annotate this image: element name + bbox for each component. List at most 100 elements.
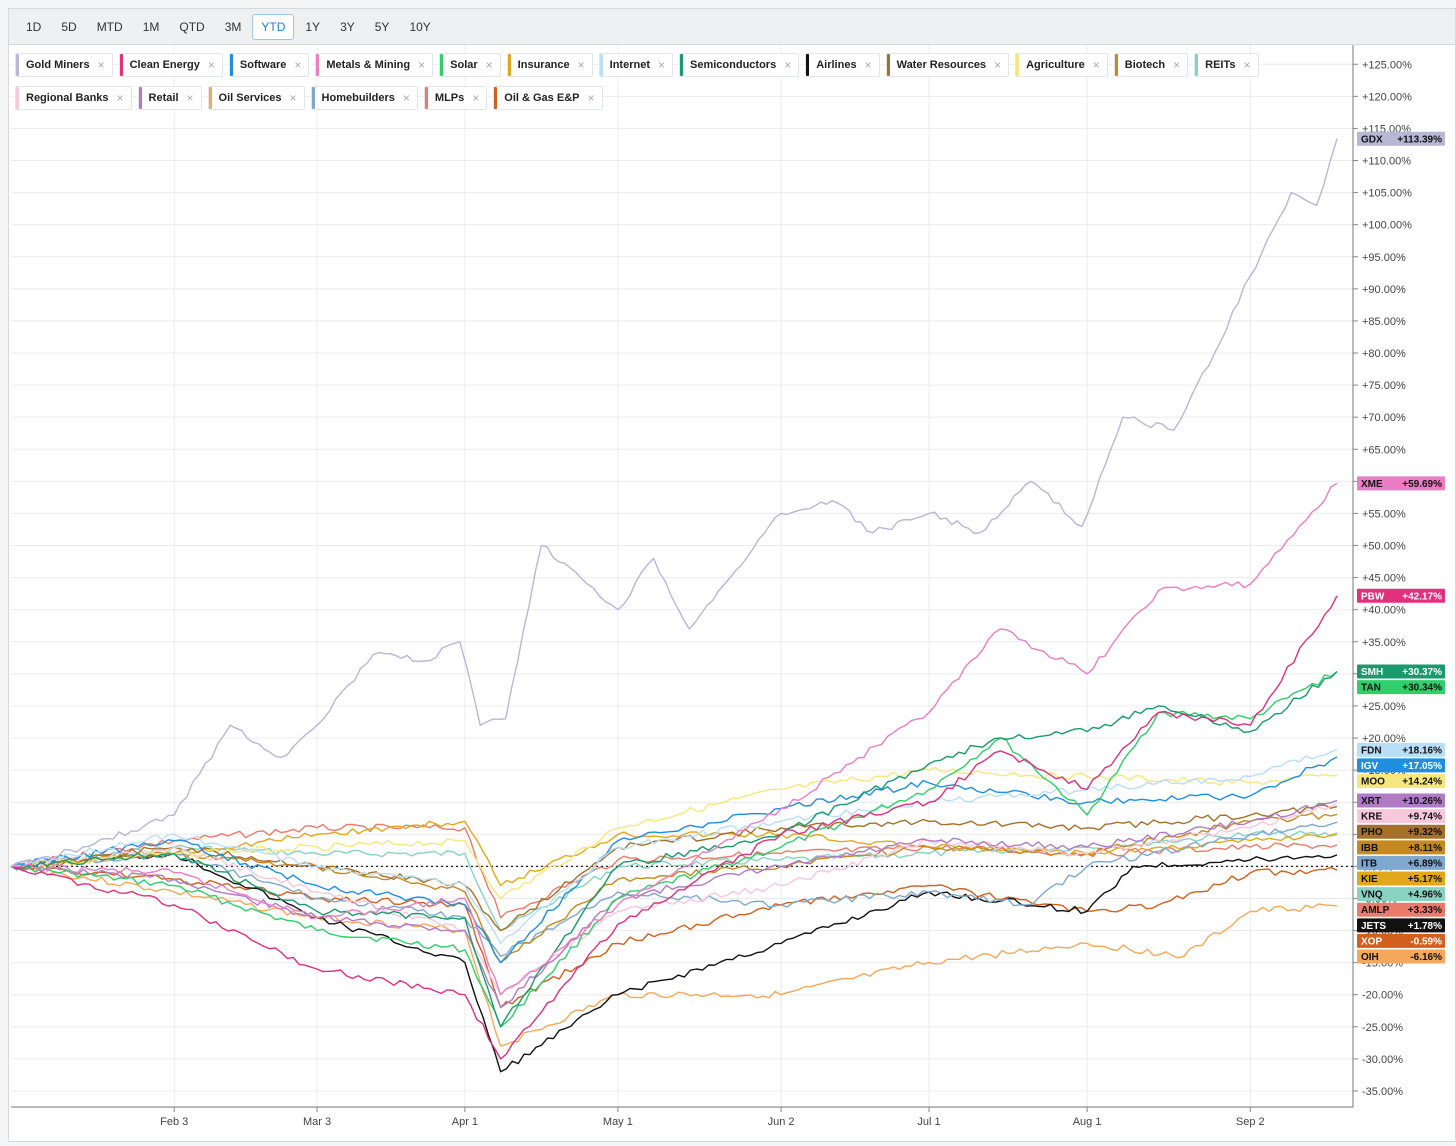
series-line-software[interactable]: [10, 756, 1338, 964]
remove-icon[interactable]: ×: [418, 58, 426, 72]
legend-chip-biotech[interactable]: Biotech ×: [1113, 53, 1189, 77]
range-button-1m[interactable]: 1M: [142, 19, 160, 34]
badge-ticker: VNQ: [1361, 890, 1383, 901]
remove-icon[interactable]: ×: [1173, 58, 1181, 72]
series-line-regional-banks[interactable]: [10, 803, 1338, 996]
range-button-5d[interactable]: 5D: [61, 19, 77, 34]
legend-chip-metals-mining[interactable]: Metals & Mining ×: [315, 53, 434, 77]
range-button-qtd[interactable]: QTD: [179, 19, 205, 34]
remove-icon[interactable]: ×: [116, 91, 124, 105]
remove-icon[interactable]: ×: [784, 58, 792, 72]
series-line-clean-energy[interactable]: [10, 595, 1338, 1060]
legend-chip-internet[interactable]: Internet ×: [598, 53, 674, 77]
series-line-airlines[interactable]: [10, 852, 1338, 1073]
badge-value: +3.33%: [1408, 905, 1442, 916]
value-badge-ibb: IBB +8.11%: [1357, 840, 1445, 855]
badge-ticker: SMH: [1361, 667, 1383, 678]
remove-icon[interactable]: ×: [485, 58, 493, 72]
series-line-insurance[interactable]: [10, 820, 1338, 887]
legend-swatch: [599, 54, 603, 76]
y-tick-label: +110.00%: [1362, 156, 1411, 168]
remove-icon[interactable]: ×: [1092, 58, 1100, 72]
legend-chip-retail[interactable]: Retail ×: [137, 86, 202, 110]
legend-label: Biotech: [1124, 59, 1166, 71]
legend-swatch: [16, 54, 19, 76]
legend-chip-software[interactable]: Software ×: [228, 53, 310, 77]
legend-swatch: [119, 54, 123, 76]
y-tick-label: +40.00%: [1362, 605, 1406, 617]
legend-label: MLPs: [434, 92, 465, 104]
legend-label: Regional Banks: [26, 92, 109, 104]
y-tick-label: +95.00%: [1362, 252, 1406, 264]
series-line-gold-miners[interactable]: [10, 138, 1338, 868]
y-tick-label: +90.00%: [1362, 284, 1406, 296]
series-lines: [10, 138, 1338, 1073]
series-line-solar[interactable]: [10, 671, 1338, 1028]
remove-icon[interactable]: ×: [207, 58, 215, 72]
legend-chip-agriculture[interactable]: Agriculture ×: [1015, 53, 1108, 77]
legend-label: Water Resources: [896, 59, 987, 71]
chart-window: 1D 5D MTD 1M QTD 3M YTD 1Y 3Y 5Y 10Y +125.00% +120.…: [8, 8, 1456, 1142]
badge-background: [1357, 809, 1445, 824]
legend-chip-airlines[interactable]: Airlines ×: [805, 53, 880, 77]
legend-swatch: [16, 87, 19, 109]
legend-chip-gold-miners[interactable]: Gold Miners ×: [15, 53, 113, 77]
remove-icon[interactable]: ×: [994, 58, 1002, 72]
range-button-10y[interactable]: 10Y: [409, 19, 431, 34]
series-line-oil-gas-e-p[interactable]: [10, 863, 1338, 1009]
range-button-3y[interactable]: 3Y: [340, 19, 355, 34]
legend-swatch: [886, 54, 890, 76]
series-line-oil-services[interactable]: [10, 864, 1338, 1047]
legend-chip-water-resources[interactable]: Water Resources ×: [885, 53, 1010, 77]
legend-chip-regional-banks[interactable]: Regional Banks ×: [15, 86, 132, 110]
y-tick-label: -25.00%: [1362, 1022, 1403, 1034]
remove-icon[interactable]: ×: [1243, 58, 1251, 72]
legend-chip-semiconductors[interactable]: Semiconductors ×: [679, 53, 800, 77]
series-line-internet[interactable]: [10, 749, 1338, 945]
remove-icon[interactable]: ×: [186, 91, 194, 105]
badge-background: [1357, 840, 1445, 855]
range-button-1d[interactable]: 1D: [26, 19, 42, 34]
range-button-ytd[interactable]: YTD: [252, 13, 295, 40]
legend-label: Gold Miners: [26, 59, 90, 71]
legend-chip-homebuilders[interactable]: Homebuilders ×: [310, 86, 418, 110]
legend-chip-mlps[interactable]: MLPs ×: [423, 86, 488, 110]
value-badge-pbw: PBW +42.17%: [1357, 588, 1445, 603]
value-badge-xop: XOP -0.59%: [1357, 933, 1445, 948]
legend-chip-oil-services[interactable]: Oil Services ×: [207, 86, 305, 110]
badge-value: +9.74%: [1408, 812, 1442, 823]
legend-chip-insurance[interactable]: Insurance ×: [506, 53, 593, 77]
badge-ticker: TAN: [1361, 683, 1381, 694]
range-button-1y[interactable]: 1Y: [305, 19, 321, 34]
badge-value: +113.39%: [1397, 134, 1442, 145]
legend-chip-clean-energy[interactable]: Clean Energy ×: [118, 53, 223, 77]
range-button-mtd[interactable]: MTD: [96, 19, 123, 34]
range-button-3m[interactable]: 3M: [224, 19, 242, 34]
badge-ticker: PBW: [1361, 591, 1385, 602]
series-line-agriculture[interactable]: [10, 766, 1338, 900]
remove-icon[interactable]: ×: [587, 91, 595, 105]
badge-background: [1357, 855, 1445, 870]
remove-icon[interactable]: ×: [97, 58, 105, 72]
legend-chip-reits[interactable]: REITs ×: [1194, 53, 1259, 77]
legend-label: Oil Services: [218, 92, 282, 104]
series-line-mlps[interactable]: [10, 823, 1338, 919]
remove-icon[interactable]: ×: [402, 91, 410, 105]
remove-icon[interactable]: ×: [289, 91, 297, 105]
legend-chip-oil-gas-e-p[interactable]: Oil & Gas E&P ×: [493, 86, 603, 110]
remove-icon[interactable]: ×: [577, 58, 585, 72]
series-line-semiconductors[interactable]: [10, 671, 1338, 1028]
legend-chip-solar[interactable]: Solar ×: [439, 53, 501, 77]
badge-value: +14.24%: [1402, 777, 1442, 788]
remove-icon[interactable]: ×: [864, 58, 872, 72]
series-line-retail[interactable]: [10, 799, 1338, 1009]
remove-icon[interactable]: ×: [658, 58, 666, 72]
series-line-metals-mining[interactable]: [10, 482, 1338, 996]
remove-icon[interactable]: ×: [472, 91, 480, 105]
legend-swatch: [1016, 54, 1020, 76]
range-button-5y[interactable]: 5Y: [374, 19, 390, 34]
badge-ticker: MOO: [1361, 777, 1385, 788]
y-tick-label: +80.00%: [1362, 348, 1406, 360]
remove-icon[interactable]: ×: [294, 58, 302, 72]
badge-value: -6.16%: [1410, 952, 1442, 963]
